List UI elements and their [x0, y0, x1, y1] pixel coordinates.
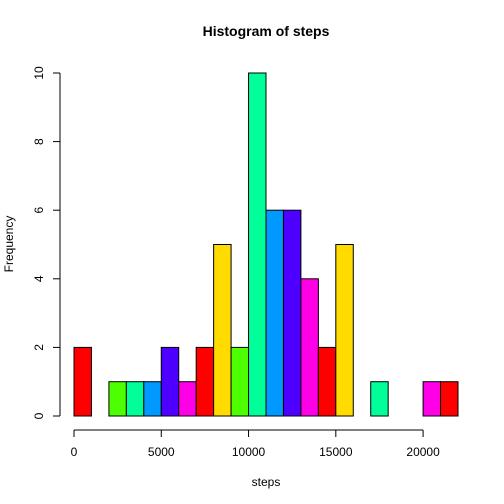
- y-axis-label: Frequency: [2, 216, 16, 273]
- histogram-bar: [265, 209, 284, 417]
- bars-group: [73, 72, 459, 417]
- histogram-bar: [300, 278, 319, 417]
- histogram-bar: [282, 209, 302, 417]
- x-axis-label: steps: [252, 475, 281, 489]
- histogram-bar: [422, 381, 442, 417]
- histogram-bar: [248, 72, 267, 417]
- chart-title: Histogram of steps: [203, 23, 330, 39]
- y-tick-label: 10: [32, 66, 46, 80]
- y-tick-label: 0: [32, 412, 46, 419]
- histogram-bar: [143, 381, 162, 417]
- x-tick-label: 10000: [232, 445, 266, 459]
- histogram-bar: [230, 346, 250, 417]
- histogram-bar: [178, 381, 197, 417]
- x-tick-label: 20000: [406, 445, 440, 459]
- y-tick-label: 6: [32, 207, 46, 214]
- x-tick-label: 15000: [319, 445, 353, 459]
- y-tick-label: 8: [32, 138, 46, 145]
- histogram-bar: [335, 244, 354, 417]
- histogram-bar: [317, 346, 337, 417]
- histogram-bar: [440, 381, 459, 417]
- histogram-bar: [195, 346, 215, 417]
- histogram-bar: [108, 381, 127, 417]
- histogram-bar: [370, 381, 389, 417]
- y-tick-label: 2: [32, 344, 46, 351]
- y-axis: 0 2 4 6 8 10: [32, 66, 61, 419]
- x-tick-label: 0: [71, 445, 78, 459]
- histogram-bar: [73, 346, 92, 417]
- x-tick-label: 5000: [148, 445, 175, 459]
- histogram-bar: [160, 346, 180, 417]
- y-tick-label: 4: [32, 275, 46, 282]
- histogram-bar: [125, 381, 145, 417]
- histogram-bar: [213, 244, 232, 417]
- x-axis: 0 5000 10000 15000 20000: [71, 429, 440, 459]
